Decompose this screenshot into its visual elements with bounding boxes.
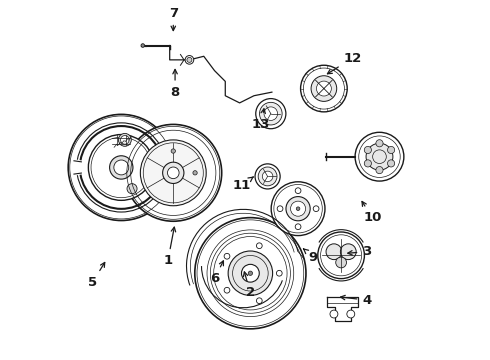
Circle shape xyxy=(388,147,394,154)
Circle shape xyxy=(168,167,179,179)
Circle shape xyxy=(318,232,365,279)
Circle shape xyxy=(260,102,282,125)
Circle shape xyxy=(341,244,356,260)
Circle shape xyxy=(114,160,129,175)
Circle shape xyxy=(127,184,137,194)
Text: 11: 11 xyxy=(232,177,253,192)
Circle shape xyxy=(68,114,174,221)
Text: 2: 2 xyxy=(244,272,255,300)
Circle shape xyxy=(277,206,283,212)
Circle shape xyxy=(388,160,394,167)
Circle shape xyxy=(264,107,278,121)
Circle shape xyxy=(171,149,175,153)
Circle shape xyxy=(330,310,338,318)
Circle shape xyxy=(256,298,262,303)
Text: 13: 13 xyxy=(252,109,270,131)
Circle shape xyxy=(256,99,286,129)
Circle shape xyxy=(291,201,306,216)
Circle shape xyxy=(255,164,280,189)
Text: 9: 9 xyxy=(303,249,318,264)
Circle shape xyxy=(366,143,393,170)
Circle shape xyxy=(317,81,331,96)
Circle shape xyxy=(286,197,310,221)
Circle shape xyxy=(262,171,273,182)
Circle shape xyxy=(187,57,192,62)
Circle shape xyxy=(110,156,133,179)
Circle shape xyxy=(242,264,259,282)
Text: 10: 10 xyxy=(362,202,382,224)
Circle shape xyxy=(300,65,347,112)
Circle shape xyxy=(228,251,272,296)
Circle shape xyxy=(295,224,301,230)
Circle shape xyxy=(256,243,262,249)
Circle shape xyxy=(364,147,371,154)
Circle shape xyxy=(119,134,131,146)
Circle shape xyxy=(141,44,145,47)
Text: 7: 7 xyxy=(169,7,178,31)
Text: 1: 1 xyxy=(163,227,175,267)
Text: 8: 8 xyxy=(171,69,180,99)
Circle shape xyxy=(88,135,154,201)
Circle shape xyxy=(364,160,371,167)
Circle shape xyxy=(376,167,383,174)
Circle shape xyxy=(163,162,184,184)
Circle shape xyxy=(125,125,221,221)
Circle shape xyxy=(355,132,404,181)
Text: 6: 6 xyxy=(210,261,223,285)
Circle shape xyxy=(224,253,230,259)
Circle shape xyxy=(224,287,230,293)
Circle shape xyxy=(326,244,342,260)
Circle shape xyxy=(248,271,252,275)
Circle shape xyxy=(271,182,325,235)
Circle shape xyxy=(185,55,194,64)
Circle shape xyxy=(276,270,282,276)
Circle shape xyxy=(258,167,277,186)
Circle shape xyxy=(195,218,306,329)
Circle shape xyxy=(313,206,319,212)
Circle shape xyxy=(336,257,346,268)
Text: 3: 3 xyxy=(348,245,371,258)
Circle shape xyxy=(295,188,301,194)
Circle shape xyxy=(140,140,206,206)
Circle shape xyxy=(296,207,300,211)
Circle shape xyxy=(347,310,355,318)
Circle shape xyxy=(311,76,337,102)
Circle shape xyxy=(376,140,383,147)
Circle shape xyxy=(193,171,197,175)
Text: 5: 5 xyxy=(88,262,105,289)
Circle shape xyxy=(121,136,129,144)
Text: 12: 12 xyxy=(327,51,362,74)
Text: 4: 4 xyxy=(341,294,371,307)
